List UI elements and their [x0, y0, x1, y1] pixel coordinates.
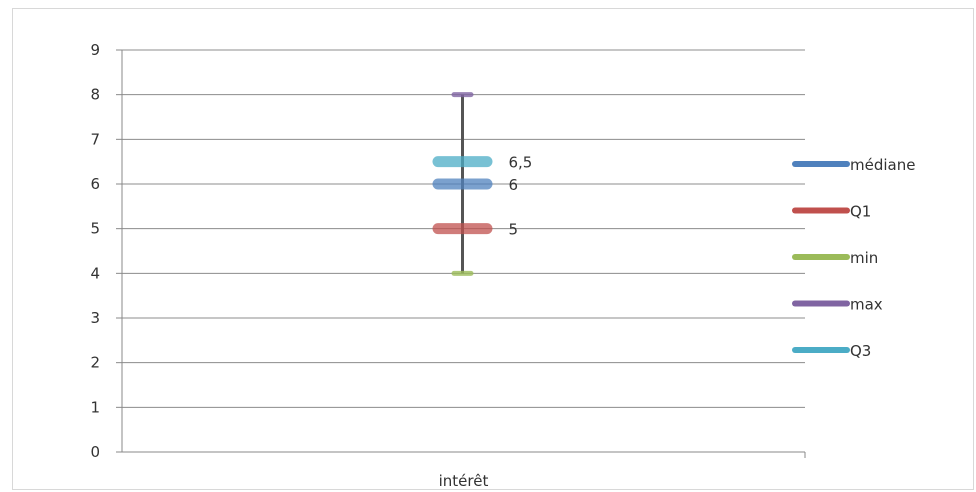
y-tick-label: 4 [90, 264, 100, 282]
y-tick-label: 9 [90, 41, 100, 59]
legend: médiane Q1 min max Q3 [792, 156, 915, 360]
x-tick-label: intérêt [439, 472, 489, 490]
legend-label-max: max [850, 296, 883, 314]
chart-frame [12, 8, 974, 490]
data-label-Q3: 6,5 [509, 154, 533, 172]
marker-Q1 [432, 223, 493, 235]
legend-swatch-min [792, 254, 850, 260]
y-tick-label: 0 [90, 443, 100, 461]
marker-médiane [432, 178, 493, 190]
y-tick-label: 3 [90, 309, 100, 327]
y-tick-label: 1 [90, 398, 100, 416]
legend-label-Q1: Q1 [850, 203, 871, 221]
legend-swatch-médiane [792, 161, 850, 167]
y-tick-label: 8 [90, 86, 100, 104]
legend-swatch-Q1 [792, 207, 850, 214]
y-tick-label: 7 [90, 130, 100, 148]
y-tick-label: 5 [90, 220, 100, 238]
y-tick-label: 2 [90, 354, 100, 372]
legend-swatch-Q3 [792, 347, 850, 353]
marker-min [451, 270, 474, 276]
legend-label-médiane: médiane [850, 156, 915, 174]
data-label-médiane: 6 [509, 176, 519, 194]
series-markers: 656,5 [432, 92, 533, 276]
data-label-Q1: 5 [509, 221, 519, 239]
legend-label-Q3: Q3 [850, 342, 871, 360]
marker-max [451, 92, 474, 98]
legend-swatch-max [792, 300, 850, 307]
legend-label-min: min [850, 249, 878, 267]
y-axis-ticks: 0 1 2 3 4 5 6 7 8 9 [90, 41, 122, 461]
y-tick-label: 6 [90, 175, 100, 193]
x-axis-ticks: intérêt [439, 452, 806, 490]
marker-Q3 [432, 156, 493, 168]
